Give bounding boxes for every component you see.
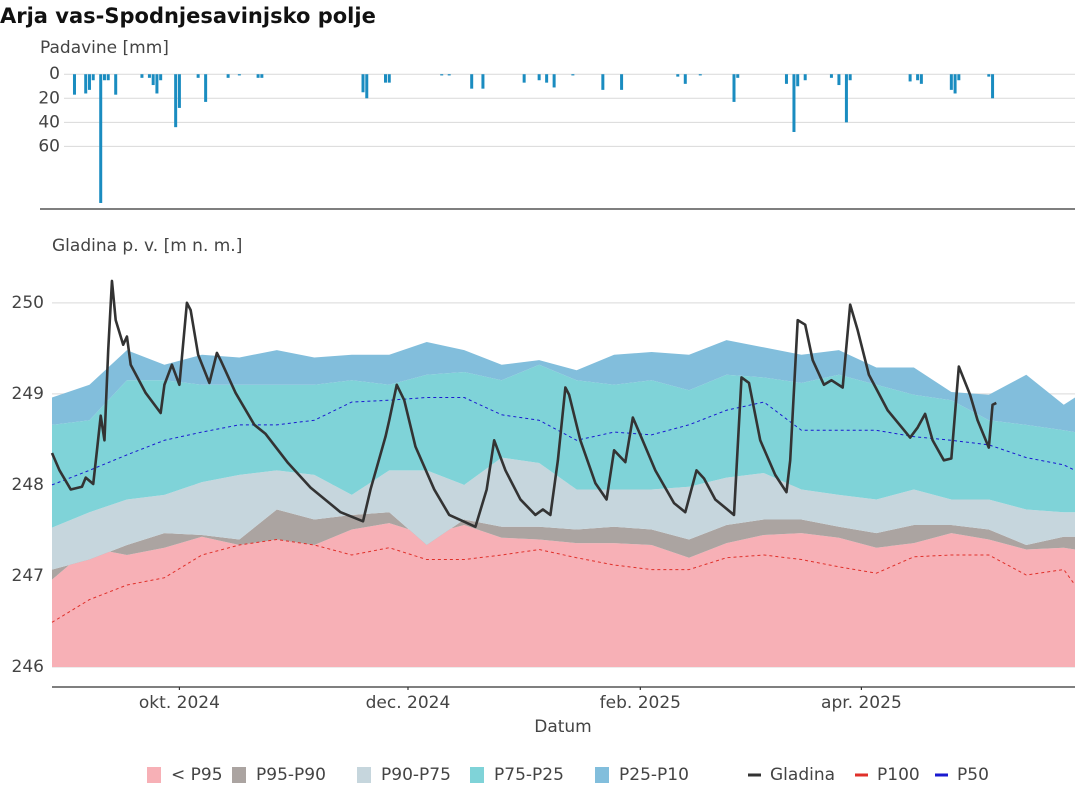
bar (601, 74, 605, 90)
y-tick-label: 248 (12, 475, 44, 495)
bar (736, 74, 740, 78)
series-line (50, 279, 997, 529)
y-tick-label: 250 (12, 293, 44, 313)
chart-bar: 0 20 40 60 (38, 64, 1075, 210)
bar (260, 74, 264, 78)
bar (384, 74, 388, 83)
bar (159, 74, 163, 81)
bar (545, 74, 549, 83)
bar (99, 74, 103, 203)
bar (102, 74, 106, 81)
bar (837, 74, 841, 86)
legend-label: P50 (957, 765, 989, 785)
legend-swatch (147, 767, 161, 783)
y-tick-label: 20 (38, 88, 60, 108)
y-tick-label: 60 (38, 136, 60, 156)
chart-line: 246 247 248 249 250 okt. 2024 dec. 2024 feb. 20… (12, 279, 1076, 713)
x-tick-label: apr. 2025 (821, 693, 902, 713)
bar (916, 74, 920, 81)
bar (72, 74, 76, 95)
legend-swatch (232, 767, 246, 783)
legend-label: < P95 (171, 765, 223, 785)
bar (676, 74, 680, 77)
bar (481, 74, 485, 89)
bar (237, 74, 241, 76)
band-area (52, 509, 1075, 580)
bar (177, 74, 181, 108)
bar (147, 74, 151, 78)
legend-label: P90-P75 (381, 765, 451, 785)
legend-label: P100 (877, 765, 920, 785)
x-tick-label: feb. 2025 (600, 693, 681, 713)
bar (732, 74, 736, 102)
band-area (52, 364, 1075, 528)
y-axis-label: Gladina p. v. [m n. m.] (52, 236, 242, 256)
legend-swatch (470, 767, 484, 783)
bar (844, 74, 848, 123)
legend-swatch (595, 767, 609, 783)
bar (256, 74, 260, 78)
y-axis-label: Padavine [mm] (40, 38, 169, 58)
bar (106, 74, 110, 81)
bar (361, 74, 365, 93)
legend-swatch (357, 767, 371, 783)
bar (698, 74, 702, 76)
bar (987, 74, 991, 77)
bar (114, 74, 118, 95)
bar (949, 74, 953, 90)
bar (226, 74, 230, 78)
bar (908, 74, 912, 82)
bar (522, 74, 526, 83)
bar (87, 74, 91, 90)
bar (84, 74, 88, 94)
bar (387, 74, 391, 83)
bar (848, 74, 852, 81)
bar (365, 74, 369, 99)
legend-label: Gladina (770, 765, 835, 785)
bar (537, 74, 541, 81)
y-tick-label: 249 (12, 384, 44, 404)
bar (447, 74, 451, 76)
bar (803, 74, 807, 81)
bar (991, 74, 995, 99)
legend-label: P25-P10 (619, 765, 689, 785)
y-tick-label: 247 (12, 566, 44, 586)
bar (792, 74, 796, 132)
legend: < P95 P95-P90 P90-P75 P75-P25 P25-P10 Gladina… (147, 765, 989, 785)
bar (796, 74, 800, 87)
x-axis-label: Datum (534, 717, 592, 737)
series-line (51, 539, 1076, 623)
y-tick-label: 0 (49, 64, 60, 84)
bar (784, 74, 788, 84)
bar (620, 74, 624, 90)
bar (204, 74, 208, 102)
x-tick-label: okt. 2024 (139, 693, 220, 713)
bar (196, 74, 200, 78)
legend-label: P75-P25 (494, 765, 564, 785)
y-tick-label: 246 (12, 657, 44, 677)
bar (174, 74, 178, 128)
bar (155, 74, 159, 94)
bar (829, 74, 833, 78)
band-area (52, 340, 1075, 433)
bar (953, 74, 957, 94)
x-tick-label: dec. 2024 (366, 693, 451, 713)
bar (683, 74, 687, 84)
bar (151, 74, 155, 86)
bar (470, 74, 474, 89)
series-line (51, 397, 1076, 486)
bar (91, 74, 95, 81)
bar (140, 74, 144, 78)
bar (957, 74, 961, 81)
legend-label: P95-P90 (256, 765, 326, 785)
bar (552, 74, 556, 88)
band-area (52, 523, 1075, 667)
y-tick-label: 40 (38, 112, 60, 132)
bar (440, 74, 444, 76)
page-title: Arja vas-Spodnjesavinjsko polje (0, 4, 376, 28)
bar (571, 74, 575, 76)
bar (919, 74, 923, 84)
